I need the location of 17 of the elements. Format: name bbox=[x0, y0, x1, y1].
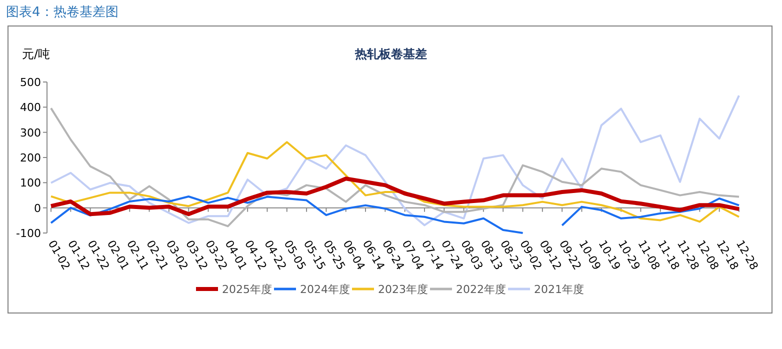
y-tick-label: 0 bbox=[34, 202, 41, 215]
y-tick-label: 100 bbox=[20, 176, 41, 190]
line-series bbox=[50, 141, 740, 223]
text: 图表4：热卷基差图 bbox=[6, 5, 118, 20]
y-tick-label: -100 bbox=[16, 227, 41, 240]
chart-title: 热轧板卷基差 bbox=[354, 47, 427, 61]
y-tick-label: 500 bbox=[20, 76, 41, 89]
legend-label: 2024年度 bbox=[300, 283, 350, 296]
line-series bbox=[49, 176, 741, 216]
legend-label: 2023年度 bbox=[378, 283, 428, 296]
y-axis-title: 元/吨 bbox=[22, 47, 50, 61]
y-tick-label: 200 bbox=[20, 152, 41, 164]
y-tick-label: 300 bbox=[20, 126, 41, 140]
legend-label: 2021年度 bbox=[534, 283, 584, 296]
y-tick-label: 400 bbox=[20, 101, 41, 114]
legend-label: 2025年度 bbox=[222, 283, 272, 296]
legend-label: 2022年度 bbox=[456, 283, 506, 296]
